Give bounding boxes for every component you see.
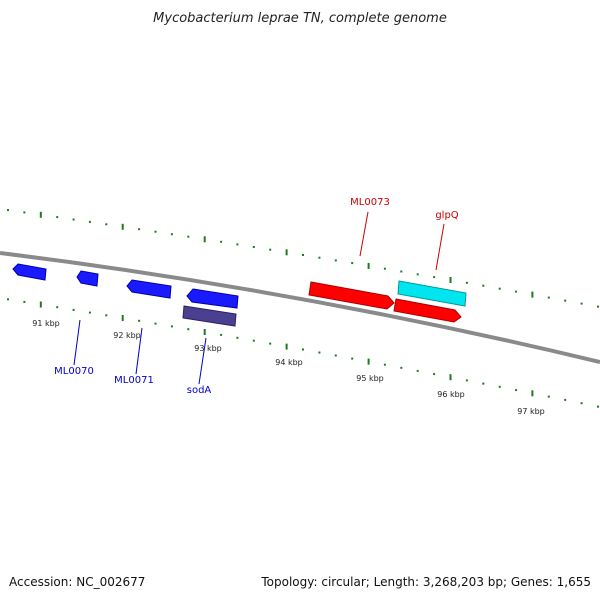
leader-line-ml0070 [73, 319, 81, 366]
leader-line-soda [198, 337, 207, 385]
leader-line-glpq [435, 223, 445, 271]
leader-line-ml0071 [135, 327, 143, 375]
gene-arrow-ml0072[interactable] [186, 288, 239, 309]
reverse-strand-genes [12, 263, 239, 327]
tick-label-95: 95 kbp [356, 374, 384, 383]
gene-arrow-ml0071[interactable] [126, 279, 172, 299]
gene-label-ml0073[interactable]: ML0073 [350, 197, 390, 208]
leader-line-ml0073 [359, 211, 369, 257]
forward-strand-genes [308, 280, 467, 323]
tick-label-94: 94 kbp [275, 358, 303, 367]
gene-label-glpq[interactable]: glpQ [435, 210, 458, 221]
gene-arrow-ml0070[interactable] [76, 270, 99, 287]
tick-label-96: 96 kbp [437, 390, 465, 399]
tick-label-97: 97 kbp [517, 407, 545, 416]
summary-text: Topology: circular; Length: 3,268,203 bp… [260, 575, 591, 589]
outer-tick-ring [7, 209, 599, 308]
tick-label-93: 93 kbp [194, 344, 222, 353]
gene-label-ml0070[interactable]: ML0070 [54, 366, 94, 377]
gene-arrow-glpq[interactable] [397, 280, 467, 307]
inner-tick-ring [7, 298, 599, 408]
gene-arrow-ml0074[interactable] [393, 298, 462, 323]
scale-labels: 91 kbp 92 kbp 93 kbp 94 kbp 95 kbp 96 kb… [32, 319, 545, 416]
tick-label-92: 92 kbp [113, 331, 141, 340]
gene-arrow-soda[interactable] [182, 305, 237, 327]
gene-label-ml0071[interactable]: ML0071 [114, 375, 154, 386]
gene-label-soda[interactable]: sodA [187, 385, 212, 396]
accession-text: Accession: NC_002677 [9, 575, 145, 589]
tick-label-91: 91 kbp [32, 319, 60, 328]
gene-arrow-ml0073[interactable] [308, 281, 395, 310]
gene-annotations: ML0073 glpQ ML0070 ML0071 sodA [54, 197, 459, 396]
genome-backbone [0, 251, 600, 364]
map-title: Mycobacterium leprae TN, complete genome [153, 11, 447, 26]
gene-arrow-ml0069[interactable] [12, 263, 47, 281]
